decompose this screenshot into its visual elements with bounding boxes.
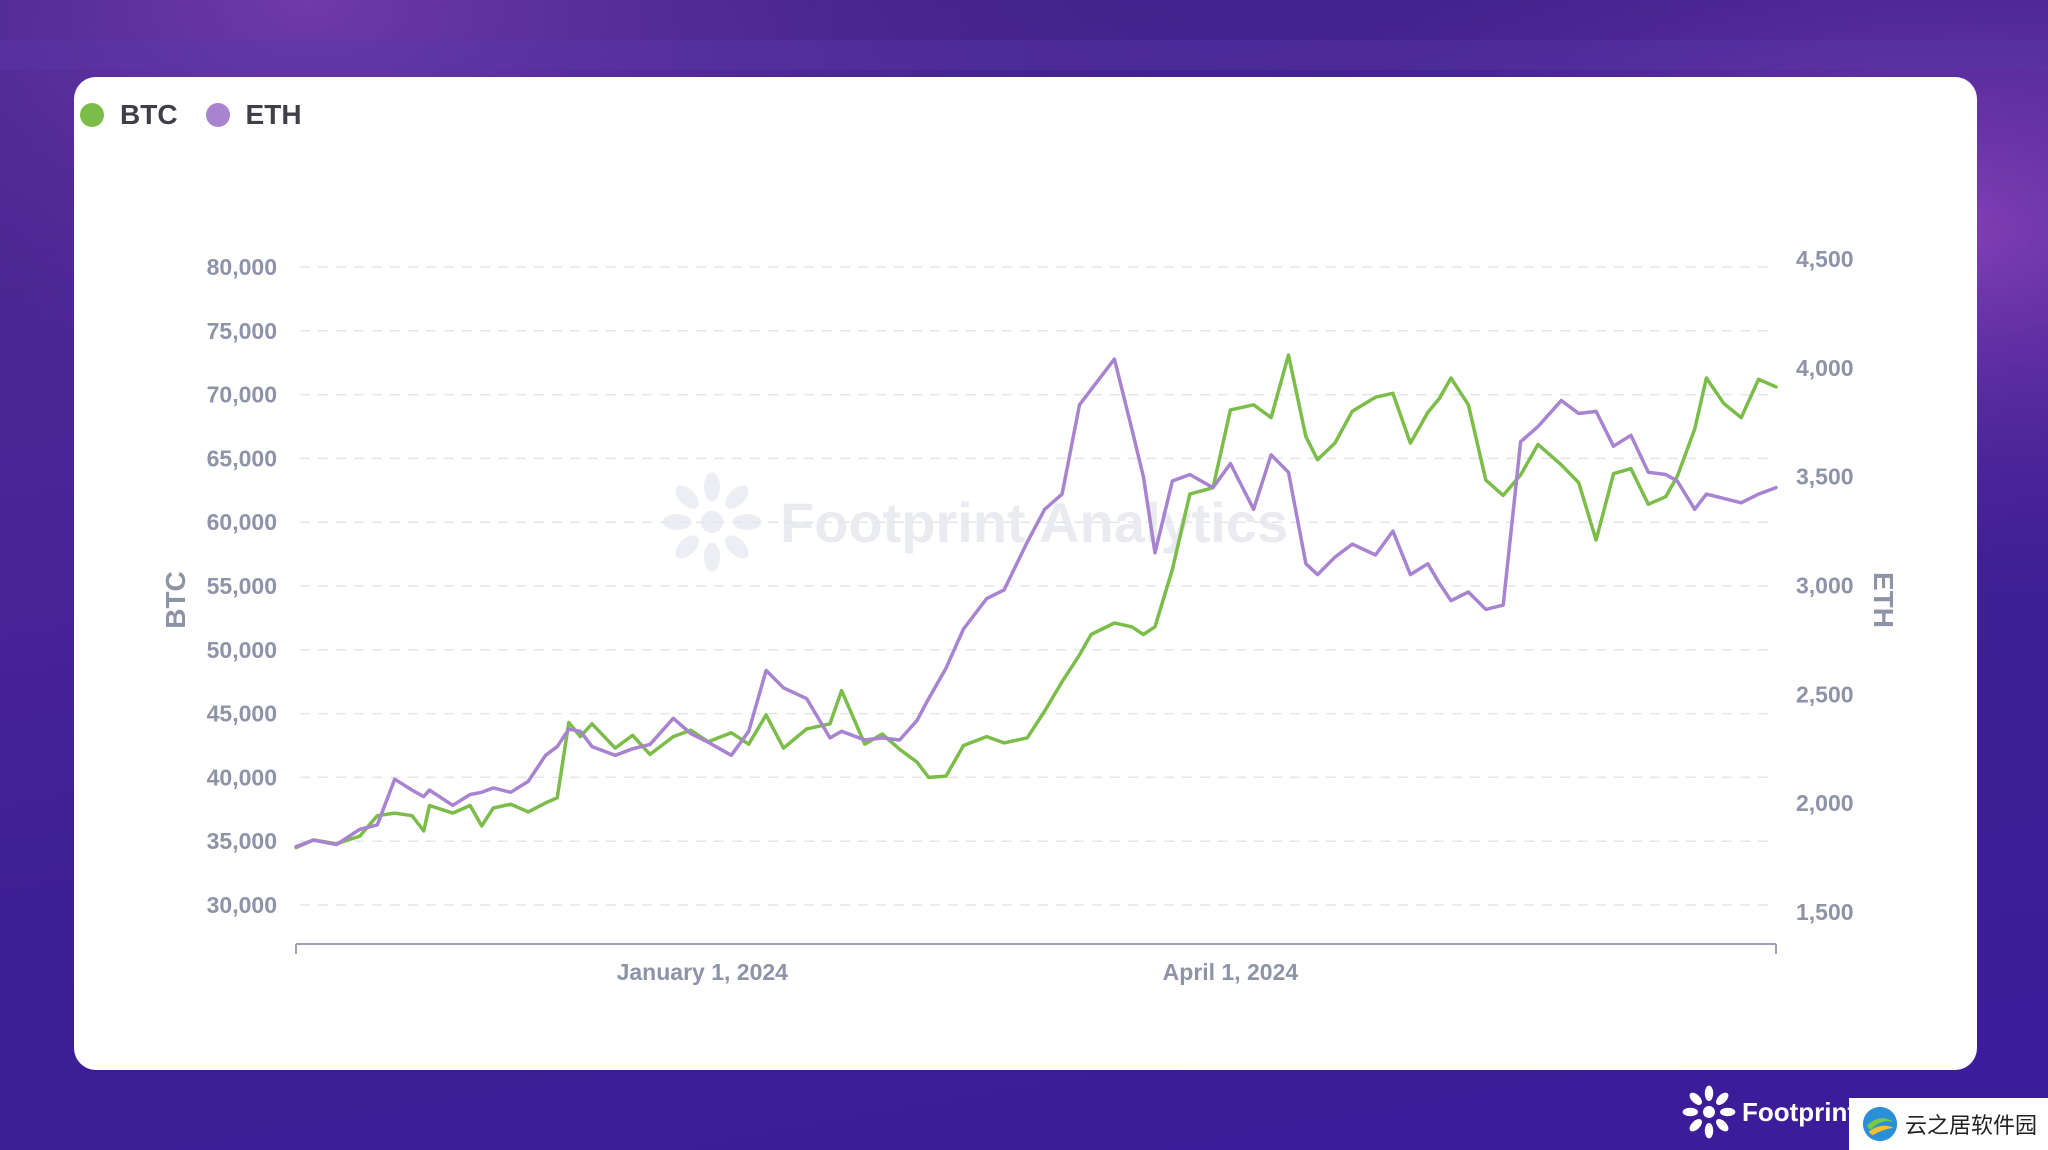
btc-axis-title: BTC xyxy=(160,571,191,629)
eth-tick-label: 3,000 xyxy=(1796,573,1854,599)
eth-tick-label: 1,500 xyxy=(1796,899,1854,925)
btc-tick-label: 45,000 xyxy=(207,701,277,727)
footprint-brand: Footprint xyxy=(1682,1085,1857,1139)
legend-item-btc[interactable]: BTC xyxy=(80,99,178,131)
btc-tick-label: 35,000 xyxy=(207,828,277,854)
btc-tick-label: 55,000 xyxy=(207,573,277,599)
x-axis: January 1, 2024 April 1, 2024 xyxy=(295,943,1777,985)
brand-text: Footprint xyxy=(1742,1096,1857,1127)
btc-tick-label: 50,000 xyxy=(207,637,277,663)
eth-tick-label: 3,500 xyxy=(1796,464,1854,490)
eth-legend-dot xyxy=(205,103,230,127)
legend: BTC ETH xyxy=(80,97,330,133)
eth-axis-ticks: 1,500 2,000 2,500 3,000 3,500 4,000 4,500 xyxy=(1796,246,1854,925)
btc-line xyxy=(294,353,1778,850)
btc-tick-label: 70,000 xyxy=(207,382,277,408)
footprint-logo-icon xyxy=(1682,1085,1736,1139)
x-tick-label: January 1, 2024 xyxy=(617,959,789,985)
btc-tick-label: 75,000 xyxy=(207,318,277,344)
eth-axis-title: ETH xyxy=(1868,572,1899,628)
btc-axis-ticks: 30,000 35,000 40,000 45,000 50,000 55,000 60,0… xyxy=(207,254,277,918)
btc-tick-label: 40,000 xyxy=(207,764,277,790)
eth-tick-label: 2,500 xyxy=(1796,681,1854,707)
eth-line xyxy=(294,357,1778,849)
site-badge: 云之居软件园 xyxy=(1849,1098,2048,1150)
legend-label-btc: BTC xyxy=(120,99,178,130)
eth-tick-label: 2,000 xyxy=(1796,790,1854,816)
eth-tick-label: 4,500 xyxy=(1796,246,1854,272)
btc-tick-label: 65,000 xyxy=(207,445,277,471)
eth-tick-label: 4,000 xyxy=(1796,355,1854,381)
watermark-text: Footprint Analytics xyxy=(780,491,1288,554)
btc-tick-label: 30,000 xyxy=(207,892,277,918)
footprint-logo-icon xyxy=(662,472,762,572)
btc-tick-label: 80,000 xyxy=(207,254,277,280)
series-lines xyxy=(294,353,1778,850)
btc-legend-dot xyxy=(80,103,104,127)
legend-label-eth: ETH xyxy=(245,99,302,130)
x-tick-label: April 1, 2024 xyxy=(1163,959,1299,985)
site-logo-icon xyxy=(1862,1106,1898,1142)
btc-tick-label: 60,000 xyxy=(207,509,277,535)
legend-item-eth[interactable]: ETH xyxy=(205,99,302,131)
badge-text: 云之居软件园 xyxy=(1905,1114,2038,1139)
